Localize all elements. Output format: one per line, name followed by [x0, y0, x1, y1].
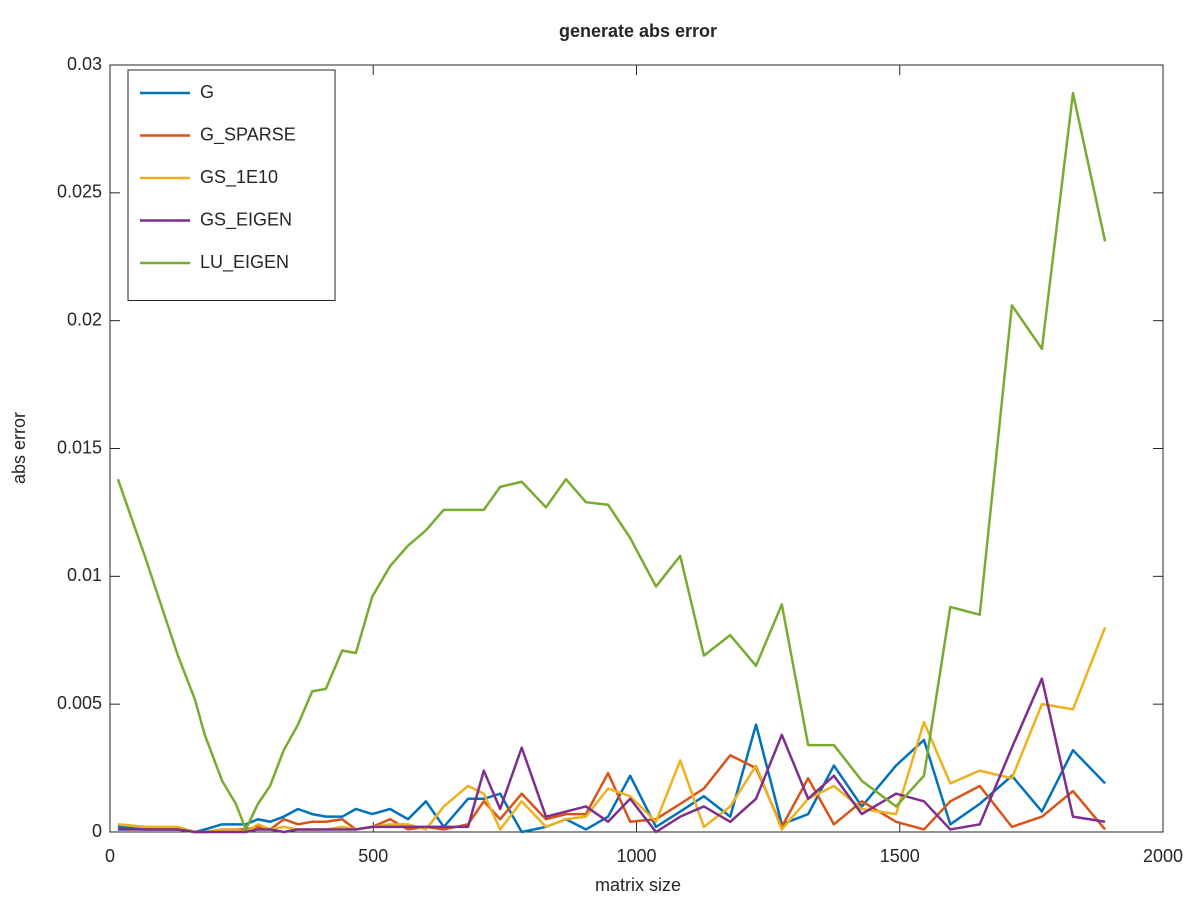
- x-tick-label: 2000: [1143, 846, 1183, 866]
- x-axis-label: matrix size: [595, 875, 681, 895]
- y-tick-label: 0.01: [67, 565, 102, 585]
- series-line: [117, 627, 1107, 834]
- legend-label: GS_EIGEN: [200, 209, 292, 230]
- x-tick-label: 1000: [616, 846, 656, 866]
- chart-title: generate abs error: [559, 21, 717, 41]
- y-tick-label: 0.02: [67, 309, 102, 329]
- legend-label: G_SPARSE: [200, 124, 296, 145]
- legend-label: LU_EIGEN: [200, 252, 289, 273]
- legend-label: GS_1E10: [200, 167, 278, 188]
- x-tick-label: 500: [358, 846, 388, 866]
- series-line: [117, 677, 1106, 834]
- y-tick-label: 0.005: [57, 693, 102, 713]
- series-line: [116, 91, 1107, 831]
- legend-label: G: [200, 82, 214, 102]
- y-tick-label: 0: [92, 821, 102, 841]
- series-line: [117, 723, 1106, 834]
- y-tick-label: 0.03: [67, 54, 102, 74]
- y-tick-label: 0.025: [57, 182, 102, 202]
- y-axis-label: abs error: [9, 412, 29, 484]
- y-tick-label: 0.015: [57, 437, 102, 457]
- x-tick-label: 0: [105, 846, 115, 866]
- x-tick-label: 1500: [880, 846, 920, 866]
